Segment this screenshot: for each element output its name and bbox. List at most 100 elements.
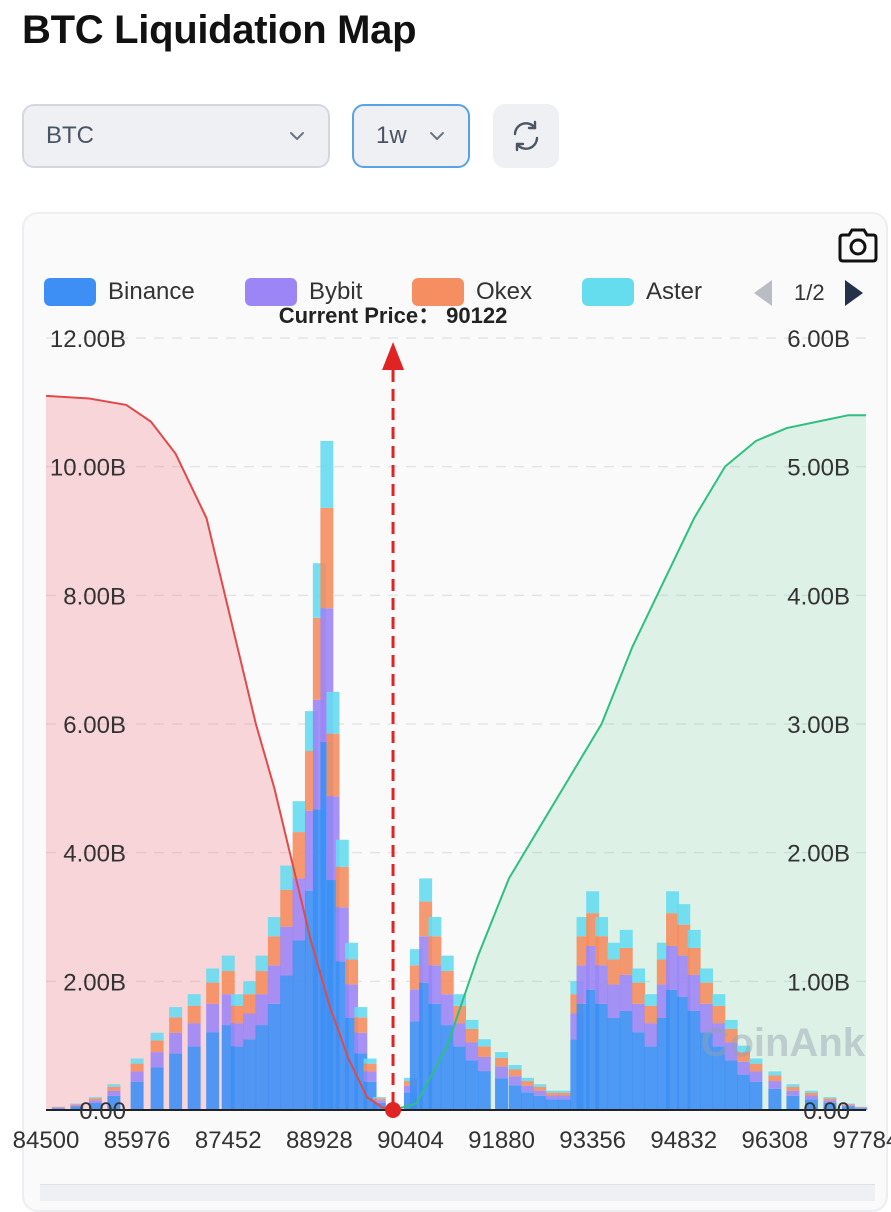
bar-segment-okex [364, 1064, 377, 1072]
right-axis-tick-label: 1.00B [787, 969, 850, 996]
bar-segment-okex [478, 1046, 491, 1057]
bar-segment-aster [327, 692, 340, 734]
bar-segment-okex [558, 1093, 571, 1096]
bar-segment-okex [805, 1093, 818, 1096]
bar-segment-okex [280, 890, 293, 927]
bar-segment-aster [419, 878, 432, 901]
bar-segment-binance [725, 1060, 738, 1110]
bar-segment-bybit [620, 975, 633, 1011]
bar-segment-aster [107, 1084, 120, 1087]
bar-segment-okex [632, 983, 645, 1004]
bar-segment-okex [327, 734, 340, 797]
bar-segment-aster [231, 994, 244, 1006]
bar-segment-binance [737, 1075, 750, 1110]
bar-segment-binance [293, 940, 306, 1110]
x-axis-tick-label: 88928 [286, 1127, 353, 1154]
right-axis-tick-label: 0.00 [803, 1098, 850, 1125]
bar-segment-binance [256, 1025, 269, 1110]
bar-segment-bybit [243, 1014, 256, 1040]
bar-segment-bybit [131, 1071, 144, 1081]
bar-segment-okex [786, 1087, 799, 1091]
bar-segment-aster [206, 968, 219, 982]
bar-segment-bybit [632, 1004, 645, 1032]
bar-segment-bybit [231, 1023, 244, 1046]
bar-segment-okex [231, 1006, 244, 1023]
bar-segment-binance [243, 1039, 256, 1110]
bar-segment-okex [268, 936, 281, 965]
bar-segment-bybit [206, 1004, 219, 1032]
bar-segment-aster [712, 994, 725, 1006]
bar-segment-okex [700, 983, 713, 1004]
bar-segment-bybit [52, 1108, 65, 1109]
bar-segment-aster [495, 1052, 508, 1058]
bar-segment-aster [336, 840, 349, 867]
bar-segment-binance [786, 1096, 799, 1110]
bar-segment-bybit [533, 1091, 546, 1096]
range-slider-track[interactable] [40, 1184, 875, 1201]
bar-segment-aster [644, 994, 657, 1006]
bar-segment-aster [320, 441, 333, 508]
bar-segment-aster [293, 801, 306, 832]
bar-segment-binance [521, 1092, 534, 1110]
bar-segment-okex [345, 959, 358, 984]
bar-segment-binance [644, 1046, 657, 1110]
right-axis-tick-label: 5.00B [787, 455, 850, 482]
x-axis-tick-label: 97784 [833, 1127, 891, 1154]
current-price-arrow [382, 342, 404, 370]
bar-segment-okex [595, 936, 608, 965]
bar-segment-aster [465, 1020, 478, 1029]
x-axis-tick-label: 90404 [377, 1127, 444, 1154]
bar-segment-aster [222, 956, 235, 971]
bar-segment-okex [509, 1069, 522, 1076]
bar-segment-okex [533, 1087, 546, 1091]
bar-segment-okex [666, 913, 679, 946]
bar-segment-aster [478, 1039, 491, 1046]
right-axis-tick-label: 2.00B [787, 841, 850, 868]
bar-segment-okex [169, 1017, 182, 1032]
bar-segment-binance [465, 1060, 478, 1110]
bar-segment-aster [768, 1071, 781, 1075]
bar-segment-bybit [558, 1096, 571, 1100]
bar-segment-aster [373, 1097, 386, 1098]
left-axis-tick-label: 4.00B [63, 841, 126, 868]
bar-segment-aster [280, 866, 293, 890]
bar-segment-aster [558, 1091, 571, 1093]
bar-segment-bybit [478, 1057, 491, 1071]
bar-segment-bybit [151, 1052, 164, 1067]
x-axis-tick-label: 85976 [104, 1127, 171, 1154]
bar-segment-okex [465, 1029, 478, 1043]
bar-segment-bybit [644, 1023, 657, 1046]
bar-segment-okex [521, 1081, 534, 1086]
bar-segment-bybit [465, 1042, 478, 1060]
bar-segment-aster [786, 1084, 799, 1087]
left-axis-tick-label: 12.00B [50, 326, 126, 353]
bar-segment-binance [280, 976, 293, 1110]
bar-segment-okex [243, 994, 256, 1013]
bar-segment-binance [151, 1068, 164, 1110]
bar-segment-bybit [169, 1033, 182, 1054]
bar-segment-aster [188, 994, 201, 1006]
bar-segment-bybit [768, 1081, 781, 1089]
bar-segment-aster [169, 1007, 182, 1017]
bar-segment-aster [620, 930, 633, 948]
bar-segment-bybit [595, 965, 608, 1004]
bar-segment-binance [268, 1004, 281, 1110]
left-axis-tick-label: 0.00 [79, 1098, 126, 1125]
bar-segment-okex [441, 971, 454, 994]
bar-segment-aster [521, 1078, 534, 1081]
bar-segment-bybit [188, 1023, 201, 1046]
bar-segment-binance [428, 1004, 441, 1110]
bar-segment-binance [169, 1053, 182, 1110]
bar-segment-bybit [364, 1071, 377, 1081]
bar-segment-bybit [428, 965, 441, 1004]
bar-segment-aster [595, 917, 608, 936]
right-axis-tick-label: 3.00B [787, 712, 850, 739]
bar-segment-aster [677, 904, 690, 925]
bar-segment-bybit [495, 1067, 508, 1079]
current-price-dot [385, 1102, 401, 1118]
bar-segment-bybit [256, 994, 269, 1025]
bar-segment-binance [666, 990, 679, 1110]
bar-segment-aster [546, 1091, 559, 1093]
bar-segment-bybit [268, 965, 281, 1004]
